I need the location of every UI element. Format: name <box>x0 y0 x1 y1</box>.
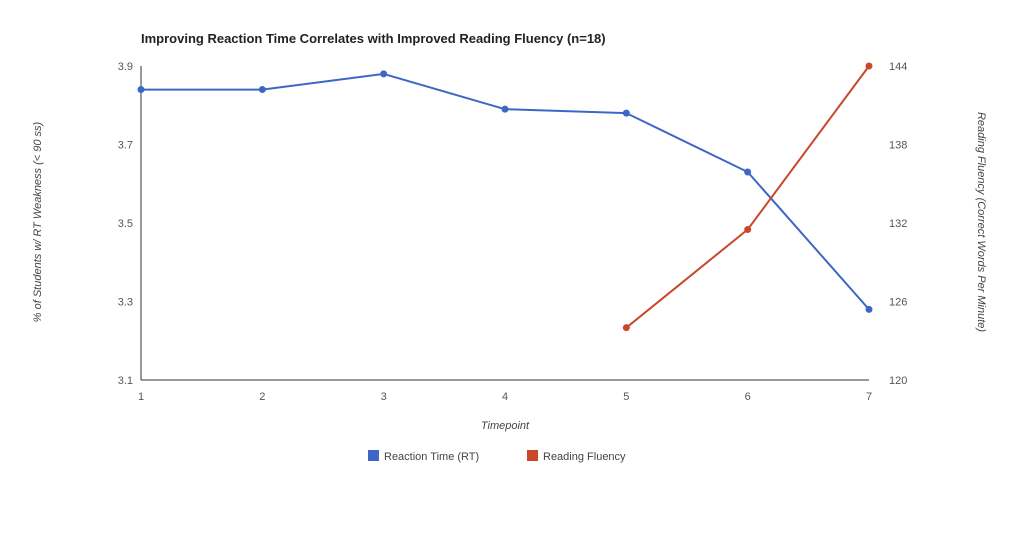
series-2-point <box>622 324 630 332</box>
left-y-axis-title: % of Students w/ RT Weakness (< 90 ss) <box>32 121 44 322</box>
x-tick-label: 7 <box>866 391 872 403</box>
legend-label-1: Reaction Time (RT) <box>384 451 479 463</box>
series-layer <box>137 62 873 332</box>
series-2-point <box>744 226 752 234</box>
x-tick-label: 3 <box>381 391 387 403</box>
left-y-tick-label: 3.9 <box>118 61 133 73</box>
right-y-axis-title: Reading Fluency (Correct Words Per Minut… <box>975 112 987 332</box>
legend-label-2: Reading Fluency <box>543 451 626 463</box>
x-tick-label: 6 <box>745 391 751 403</box>
legend-swatch-2 <box>527 450 538 461</box>
x-tick-label: 2 <box>259 391 265 403</box>
right-y-tick-label: 126 <box>889 297 907 309</box>
chart-title: Improving Reaction Time Correlates with … <box>141 31 606 46</box>
left-y-tick-label: 3.5 <box>118 218 133 230</box>
left-y-ticks: 3.1 3.3 3.5 3.7 3.9 <box>118 61 133 387</box>
series-1-point <box>622 109 630 117</box>
x-ticks: 1 2 3 4 5 6 7 <box>138 391 872 403</box>
x-axis-title: Timepoint <box>481 420 530 432</box>
series-line-2 <box>625 65 870 329</box>
series-1-point <box>137 86 145 94</box>
x-tick-label: 5 <box>623 391 629 403</box>
series-1-point <box>258 86 266 94</box>
left-y-tick-label: 3.3 <box>118 297 133 309</box>
series-1-point <box>865 305 873 313</box>
right-y-ticks: 120 126 132 138 144 <box>889 61 907 387</box>
series-1-point <box>380 70 388 78</box>
series-2-point <box>865 62 873 70</box>
series-1-point <box>744 168 752 176</box>
right-y-tick-label: 138 <box>889 140 907 152</box>
left-y-tick-label: 3.1 <box>118 375 133 387</box>
x-tick-label: 4 <box>502 391 508 403</box>
left-y-tick-label: 3.7 <box>118 140 133 152</box>
legend: Reaction Time (RT) Reading Fluency <box>368 450 626 463</box>
right-y-tick-label: 144 <box>889 61 907 73</box>
right-y-tick-label: 132 <box>889 218 907 230</box>
x-tick-label: 1 <box>138 391 144 403</box>
legend-swatch-1 <box>368 450 379 461</box>
series-1-point <box>501 105 509 113</box>
plot-area: 3.1 3.3 3.5 3.7 3.9 120 126 132 138 144 1 2 3 4 5 6 7 <box>118 61 908 403</box>
right-y-tick-label: 120 <box>889 375 907 387</box>
